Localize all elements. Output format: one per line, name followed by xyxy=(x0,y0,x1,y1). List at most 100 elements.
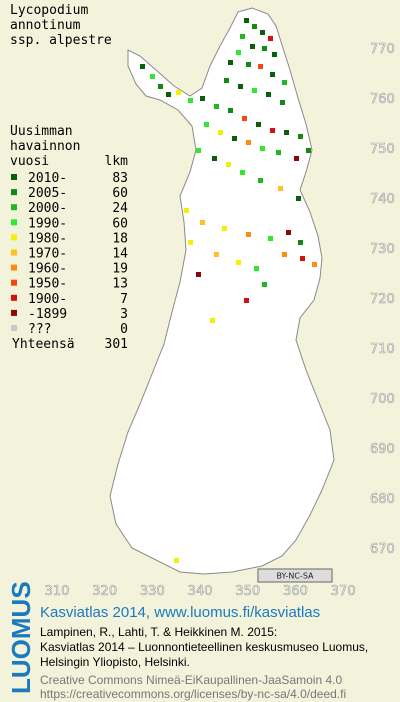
footer-headline: Kasviatlas 2014, www.luomus.fi/kasviatla… xyxy=(40,604,320,621)
legend-count: 60 xyxy=(112,216,128,231)
legend-col: lkm xyxy=(105,154,129,169)
y-grid-label: 740 xyxy=(370,192,395,207)
observation-cell xyxy=(242,116,247,121)
observation-cell xyxy=(204,122,209,127)
legend-label: 1990- xyxy=(28,216,67,231)
citation-line: Kasviatlas 2014 – Luonnontieteellinen ke… xyxy=(40,640,368,654)
observation-cell xyxy=(262,282,267,287)
x-grid-label: 370 xyxy=(331,584,356,599)
citation-line: Helsingin Yliopisto, Helsinki. xyxy=(40,655,190,669)
observation-cell xyxy=(232,136,237,141)
observation-cell xyxy=(228,108,233,113)
legend-count: 3 xyxy=(120,307,128,322)
observation-cell xyxy=(250,44,255,49)
title-line: Lycopodium xyxy=(10,3,88,18)
legend-count: 18 xyxy=(112,231,128,246)
observation-cell xyxy=(176,90,181,95)
legend-count: 0 xyxy=(120,322,128,337)
x-grid-label: 310 xyxy=(45,584,70,599)
legend-count: 83 xyxy=(112,171,128,186)
legend-label: 1980- xyxy=(28,231,67,246)
legend-swatch xyxy=(11,189,17,196)
observation-cell xyxy=(272,52,277,57)
y-grid-label: 750 xyxy=(370,142,395,157)
y-grid-label: 760 xyxy=(370,92,395,107)
observation-cell xyxy=(150,74,155,79)
observation-cell xyxy=(270,72,275,77)
observation-cell xyxy=(262,46,267,51)
legend-label: 1960- xyxy=(28,262,67,277)
observation-cell xyxy=(268,36,273,41)
observation-cell xyxy=(188,240,193,245)
grid-labels: 310 320 330 340 350 360 3707707607507407307207… xyxy=(44,42,395,600)
legend-swatch xyxy=(11,309,17,316)
observation-cell xyxy=(282,252,287,257)
legend-swatch xyxy=(11,204,17,211)
legend-label: 2010- xyxy=(28,171,67,186)
legend-label: -1899 xyxy=(28,307,67,322)
x-grid-label: 330 xyxy=(140,584,165,599)
legend-swatch xyxy=(11,264,17,271)
legend-count: 13 xyxy=(112,277,128,292)
observation-cell xyxy=(226,162,231,167)
observation-cell xyxy=(246,232,251,237)
observation-cell xyxy=(298,134,303,139)
observation-cell xyxy=(238,84,243,89)
observation-cell xyxy=(260,146,265,151)
y-grid-label: 730 xyxy=(370,242,395,257)
y-grid-label: 700 xyxy=(370,392,395,407)
legend-heading: havainnon xyxy=(10,139,80,154)
legend-swatch xyxy=(11,279,17,286)
observation-cell xyxy=(256,122,261,127)
legend-swatch xyxy=(11,174,17,180)
observation-cell xyxy=(276,150,281,155)
observation-cell xyxy=(298,240,303,245)
observation-cell xyxy=(228,60,233,65)
x-grid-label: 350 xyxy=(235,584,260,599)
legend-swatch xyxy=(11,325,17,331)
legend-count: 19 xyxy=(112,262,128,277)
observation-cell xyxy=(188,98,193,103)
y-grid-label: 680 xyxy=(370,492,395,507)
observation-cell xyxy=(260,30,265,35)
legend-label: ??? xyxy=(28,322,51,337)
observation-cell xyxy=(196,272,201,277)
observation-cell xyxy=(212,156,217,161)
observation-cell xyxy=(284,130,289,135)
observation-cell xyxy=(244,18,249,23)
observation-cell xyxy=(278,186,283,191)
legend-count: 60 xyxy=(112,186,128,201)
observation-cell xyxy=(280,100,285,105)
observation-cell xyxy=(196,148,201,153)
observation-cell xyxy=(240,34,245,39)
x-grid-label: 320 xyxy=(92,584,117,599)
title-line: ssp. alpestre xyxy=(10,33,112,48)
observation-cell xyxy=(300,256,305,261)
legend-label: 2005- xyxy=(28,186,67,201)
total-count: 301 xyxy=(105,337,128,352)
y-grid-label: 770 xyxy=(370,42,395,57)
license-badge xyxy=(257,568,333,583)
legend-heading: Uusimman xyxy=(10,124,73,139)
legend-label: 1970- xyxy=(28,247,67,262)
observation-cell xyxy=(254,266,259,271)
observation-cell xyxy=(174,558,179,563)
x-grid-label: 360 xyxy=(283,584,308,599)
observation-cell xyxy=(222,226,227,231)
observation-cell xyxy=(200,96,205,101)
legend-swatch xyxy=(11,249,17,256)
observation-cell xyxy=(236,50,241,55)
legend-swatch xyxy=(11,219,17,226)
observation-cell xyxy=(258,178,263,183)
observation-cell xyxy=(240,170,245,175)
finland-outline xyxy=(109,7,335,575)
x-grid-label: 340 xyxy=(188,584,213,599)
legend-count: 7 xyxy=(120,292,128,307)
y-grid-label: 690 xyxy=(370,442,395,457)
observation-cell xyxy=(252,88,257,93)
observation-cell xyxy=(306,148,311,153)
observation-cell xyxy=(210,318,215,323)
legend-label: 1950- xyxy=(28,277,67,292)
